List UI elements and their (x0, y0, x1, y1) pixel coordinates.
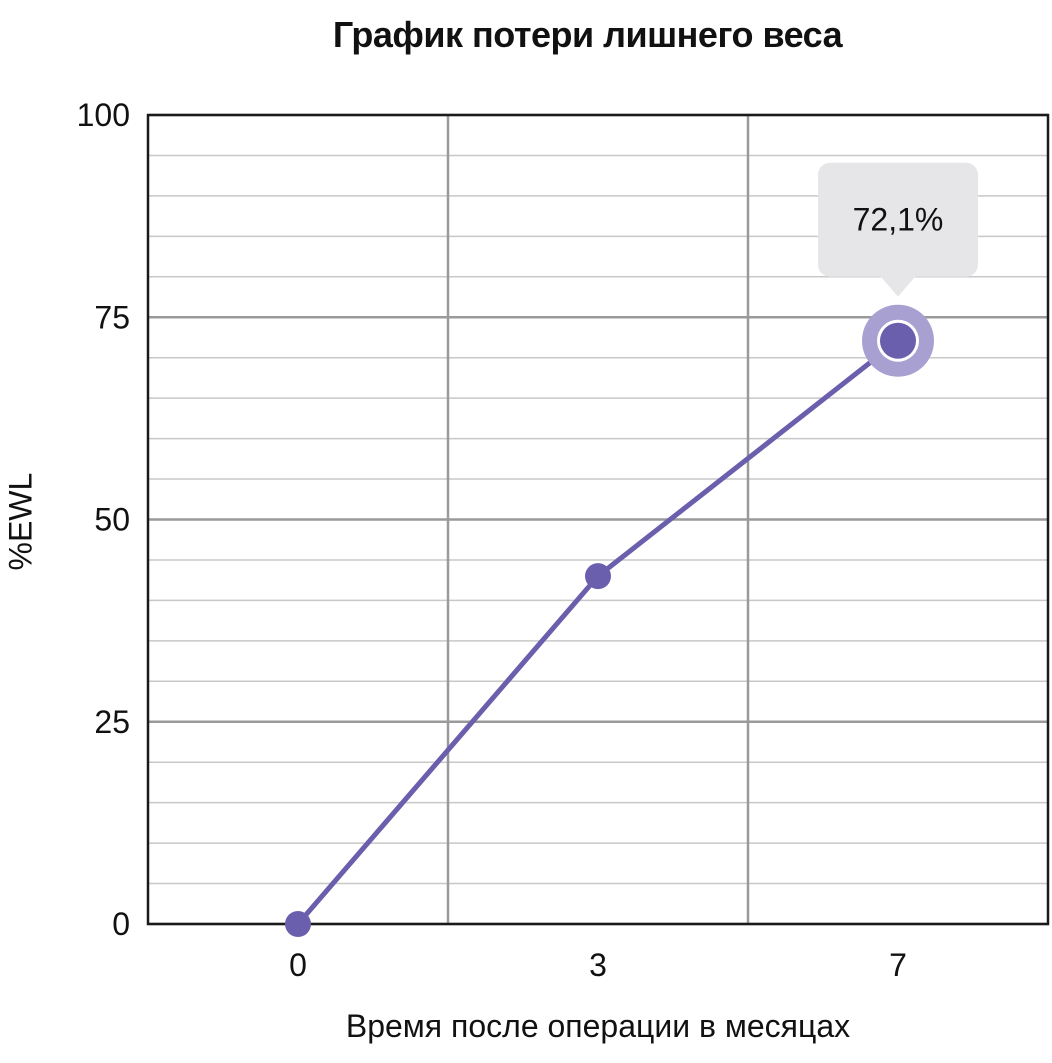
y-tick-label: 100 (77, 97, 130, 133)
value-callout: 72,1% (818, 162, 978, 297)
x-axis-label: Время после операции в месяцах (345, 1008, 851, 1044)
y-tick-label: 50 (94, 502, 130, 538)
chart-title: График потери лишнего веса (332, 14, 843, 55)
callout-box (818, 162, 978, 277)
y-tick-label: 75 (94, 299, 130, 335)
y-tick-label: 25 (94, 704, 130, 740)
x-tick-label: 3 (589, 947, 607, 983)
data-point (880, 322, 916, 359)
callout-label: 72,1% (853, 202, 944, 238)
series-line (296, 338, 900, 926)
data-point (285, 911, 311, 937)
x-tick-label: 0 (289, 947, 307, 983)
data-point (585, 563, 611, 590)
y-tick-label: 0 (112, 906, 130, 942)
callout-pointer (880, 275, 916, 297)
x-tick-label: 7 (889, 947, 907, 983)
plot-frame (146, 113, 1050, 926)
